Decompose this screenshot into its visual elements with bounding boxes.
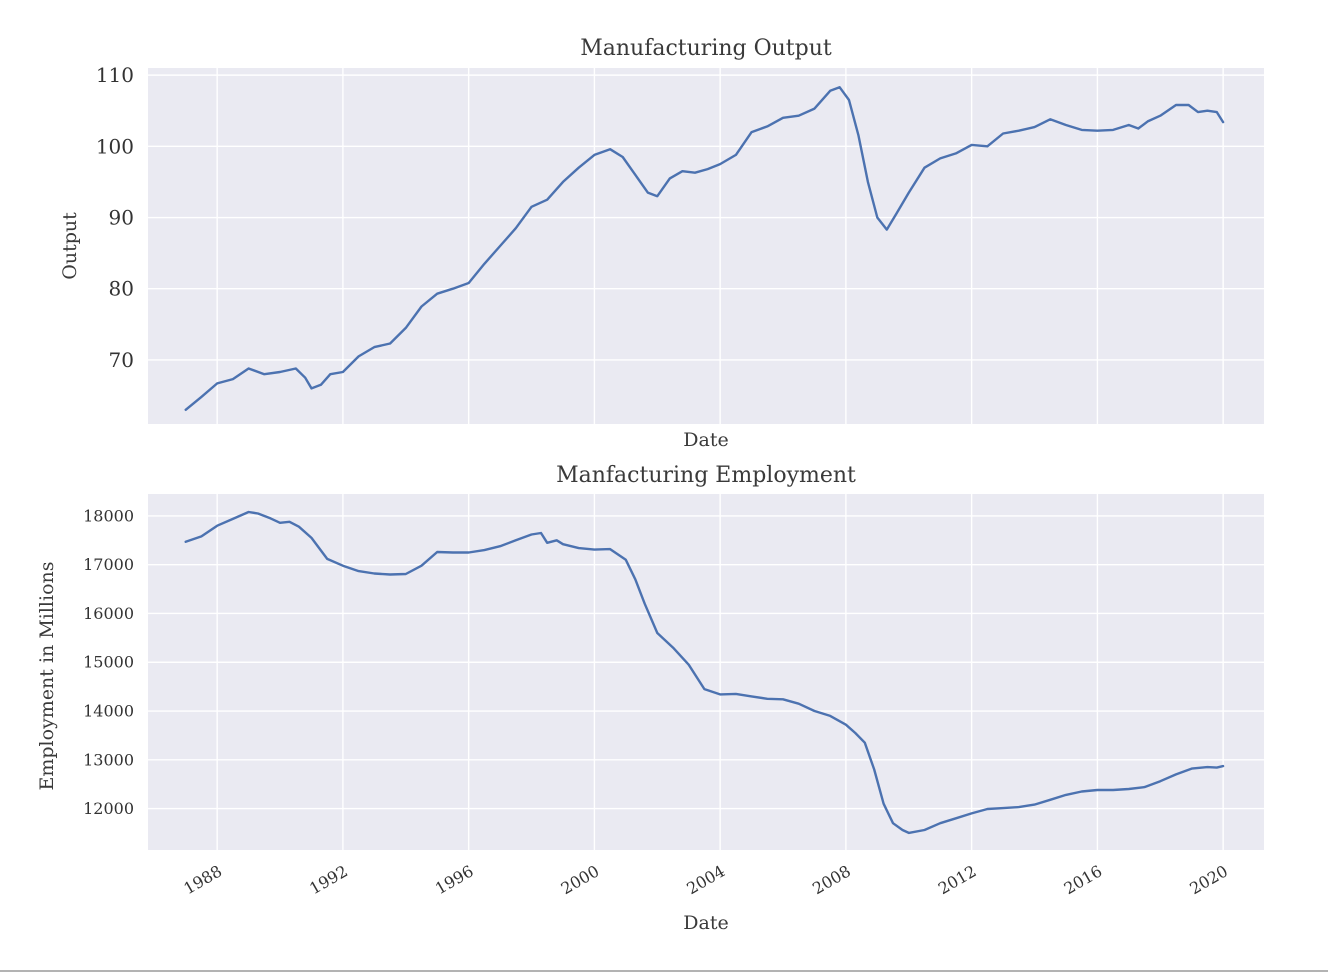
employment-y-tick-label: 15000 [83,653,134,672]
employment-y-tick-label: 17000 [83,555,134,574]
output-gridlines [148,68,1264,424]
output-y-ticks: 70 80 90 100 110 [96,63,134,372]
employment-y-tick-label: 12000 [83,799,134,818]
output-y-axis-label: Output [59,212,81,280]
employment-plot-area [148,494,1264,850]
employment-series-line [184,510,1225,835]
employment-y-axis-label: Employment in Millions [36,561,58,790]
employment-y-ticks: 12000 13000 14000 15000 16000 17000 18000 [83,506,134,818]
output-y-tick-label: 100 [96,134,134,158]
employment-y-tick-label: 13000 [83,750,134,769]
employment-chart-title: Manfacturing Employment [556,463,856,488]
employment-y-tick-label: 16000 [83,604,134,623]
output-chart-title: Manufacturing Output [580,36,832,61]
output-y-tick-label: 110 [96,63,134,87]
output-plot-area [148,68,1264,424]
output-y-tick-label: 80 [109,277,134,301]
employment-x-axis-label: Date [683,912,728,934]
output-y-tick-label: 70 [109,348,134,372]
employment-y-tick-label: 18000 [83,506,134,525]
employment-gridlines [148,494,1264,850]
output-x-axis-label: Date [683,429,728,451]
employment-y-tick-label: 14000 [83,702,134,721]
output-y-tick-label: 90 [109,206,134,230]
output-series-line [184,86,1225,411]
output-chart: 70 80 90 100 110 Manufacturing Output Date O… [59,36,1264,451]
